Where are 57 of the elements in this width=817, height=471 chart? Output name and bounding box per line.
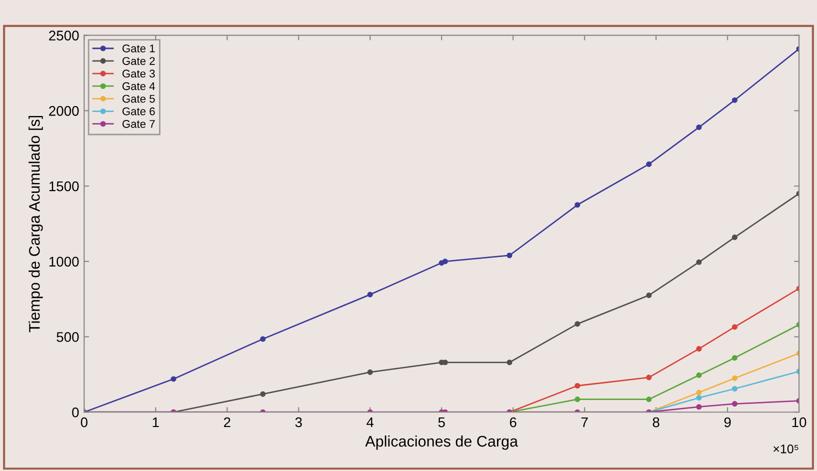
legend-label: Gate 6 [122, 107, 155, 116]
y-tick-label: 2500 [49, 30, 79, 40]
x-tick-label: 8 [652, 417, 660, 428]
point [732, 401, 738, 407]
point [574, 382, 580, 389]
point [732, 375, 738, 381]
point [696, 259, 702, 265]
point [574, 321, 580, 327]
legend-label: Gate 3 [122, 70, 155, 78]
point [696, 395, 702, 401]
point [260, 336, 266, 342]
x-tick-label: 6 [510, 417, 516, 428]
x-tick-label: 10 [792, 417, 806, 428]
point [442, 258, 448, 264]
y-tick-label: 2000 [49, 106, 79, 116]
legend-label: Gate 5 [122, 94, 155, 103]
point [506, 360, 512, 366]
point [574, 396, 580, 402]
point [367, 292, 373, 298]
point [646, 161, 652, 167]
point [506, 252, 512, 258]
text: ×10⁵ [774, 444, 798, 454]
point [574, 202, 580, 208]
legend-label: Gate 7 [122, 120, 155, 128]
x-tick-label: 5 [438, 417, 445, 428]
x-tick-label: 3 [295, 417, 302, 428]
point [696, 124, 702, 130]
y-tick-label: 1000 [49, 256, 79, 267]
x-tick-label: 2 [224, 417, 230, 428]
point [646, 396, 652, 402]
point [732, 97, 738, 103]
x-tick-label: 7 [581, 417, 588, 428]
point [696, 372, 702, 378]
point [696, 404, 702, 410]
point [367, 369, 373, 375]
x-tick-label: 1 [152, 417, 159, 428]
x-tick-label: 9 [724, 417, 731, 428]
point [732, 355, 738, 361]
y-axis-title: Tiempo de Carga Acumulado [s] [28, 116, 43, 332]
point [732, 386, 738, 392]
x-tick-label: 4 [366, 417, 374, 428]
point [732, 324, 738, 330]
y-tick-label: 500 [56, 332, 79, 342]
point [260, 391, 266, 397]
y-tick-label: 1500 [49, 181, 79, 192]
y-tick-label: 0 [72, 407, 79, 418]
point [732, 234, 738, 240]
legend-label: Gate 1 [122, 44, 155, 52]
point [646, 374, 652, 380]
legend-label: Gate 2 [122, 57, 155, 65]
legend-label: Gate 4 [122, 82, 155, 90]
x-tick-label: 0 [80, 417, 88, 428]
x-axis-title: Aplicaciones de Carga [365, 435, 518, 450]
point [646, 292, 652, 298]
point [696, 390, 702, 396]
point [170, 376, 176, 382]
point [696, 346, 702, 352]
